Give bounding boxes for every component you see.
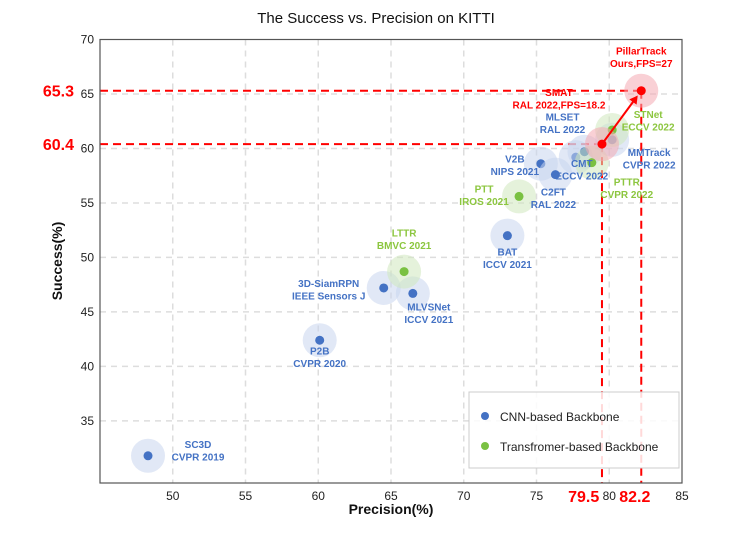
x-axis-label: Precision(%) bbox=[349, 501, 434, 517]
point-label-venue: IEEE Sensors J bbox=[292, 291, 365, 302]
point-label-name: V2B bbox=[505, 155, 524, 166]
point-label-name: LTTR bbox=[392, 229, 418, 240]
point-label-name: PTT bbox=[475, 184, 494, 195]
data-point-cnn bbox=[408, 288, 418, 298]
legend-label-cnn: CNN-based Backbone bbox=[500, 410, 620, 424]
point-label-name: PTTR bbox=[614, 178, 641, 189]
y-tick-label: 40 bbox=[81, 359, 95, 373]
data-point-cnn bbox=[550, 170, 560, 180]
y-tick-label: 70 bbox=[81, 33, 95, 47]
x-tick-label: 65 bbox=[384, 489, 398, 503]
y-tick-label: 55 bbox=[81, 196, 95, 210]
arrow-line bbox=[601, 99, 635, 145]
point-label-venue: ICCV 2021 bbox=[483, 260, 532, 271]
x-tick-label: 60 bbox=[312, 489, 326, 503]
plot-frame bbox=[99, 38, 683, 484]
y-tick-label: 60 bbox=[81, 141, 95, 155]
y-axis-label: Success(%) bbox=[49, 222, 65, 301]
data-point-transformer bbox=[514, 191, 524, 201]
x-tick-label: 75 bbox=[530, 489, 544, 503]
point-label-name: 3D-SiamRPN bbox=[298, 279, 359, 290]
point-label-name: PillarTrack bbox=[616, 47, 667, 58]
data-point-transformer bbox=[587, 158, 597, 168]
y-tick-label: 35 bbox=[81, 414, 95, 428]
point-label-venue: ECCV 2022 bbox=[622, 122, 675, 133]
data-point-cnn bbox=[502, 231, 512, 241]
x-tick-label: 50 bbox=[166, 489, 180, 503]
highlight-x-label: 79.5 bbox=[568, 489, 599, 506]
point-label-venue: CVPR 2020 bbox=[293, 359, 346, 370]
y-tick-label: 50 bbox=[81, 250, 95, 264]
tick-labels: 50 55 60 65 70 75 80 85 35 40 45 50 55 60 65 70 60.4 79.5… bbox=[43, 33, 689, 507]
point-label-venue: RAL 2022,FPS=18.2 bbox=[513, 101, 606, 112]
legend-marker-transformer bbox=[481, 442, 489, 450]
data-point-highlight bbox=[636, 86, 646, 96]
point-label-name: SC3D bbox=[185, 440, 212, 451]
point-label-venue: CVPR 2022 bbox=[623, 160, 676, 171]
legend-label-transformer: Transfromer-based Backbone bbox=[500, 440, 659, 454]
chart-title: The Success vs. Precision on KITTI bbox=[257, 10, 495, 27]
point-label-name: SMAT bbox=[545, 88, 573, 99]
y-tick-label: 65 bbox=[81, 87, 95, 101]
point-label-venue: ECCV 2022 bbox=[555, 172, 608, 183]
point-label-venue: RAL 2022 bbox=[540, 125, 586, 136]
x-tick-label: 70 bbox=[457, 489, 471, 503]
arrow-head-icon bbox=[629, 95, 638, 105]
point-label-venue: BMVC 2021 bbox=[377, 241, 432, 252]
x-tick-label: 85 bbox=[675, 489, 689, 503]
point-label-name: CMT bbox=[571, 159, 593, 170]
point-label-name: MMTrack bbox=[628, 148, 671, 159]
legend-marker-cnn bbox=[481, 412, 489, 420]
point-label-venue: CVPR 2022 bbox=[600, 190, 653, 201]
point-label-venue: NIPS 2021 bbox=[491, 167, 540, 178]
data-point-cnn bbox=[379, 283, 389, 293]
highlight-x-label: 82.2 bbox=[619, 489, 650, 506]
point-label-venue: Ours,FPS=27 bbox=[610, 59, 673, 70]
point-label-venue: ICCV 2021 bbox=[404, 315, 453, 326]
point-label-venue: IROS 2021 bbox=[459, 197, 509, 208]
data-point-cnn bbox=[315, 335, 325, 345]
legend-box bbox=[468, 391, 680, 469]
point-label-name: MLSET bbox=[546, 113, 580, 124]
point-label-name: BAT bbox=[497, 248, 517, 259]
highlight-y-label: 60.4 bbox=[43, 137, 74, 154]
y-tick-label: 45 bbox=[81, 305, 95, 319]
point-label-name: P2B bbox=[310, 346, 329, 357]
data-point-cnn bbox=[143, 451, 153, 461]
data-points bbox=[131, 73, 659, 473]
x-tick-label: 55 bbox=[239, 489, 253, 503]
data-point-transformer bbox=[399, 267, 409, 277]
point-label-name: MLVSNet bbox=[407, 302, 451, 313]
point-label-name: C2FT bbox=[541, 188, 566, 199]
highlight-y-label: 65.3 bbox=[43, 84, 74, 101]
point-label-venue: RAL 2022 bbox=[531, 200, 577, 211]
x-tick-label: 80 bbox=[603, 489, 617, 503]
point-label-name: STNet bbox=[634, 110, 664, 121]
point-label-venue: CVPR 2019 bbox=[172, 452, 225, 463]
legend: CNN-based Backbone Transfromer-based Bac… bbox=[468, 391, 680, 469]
